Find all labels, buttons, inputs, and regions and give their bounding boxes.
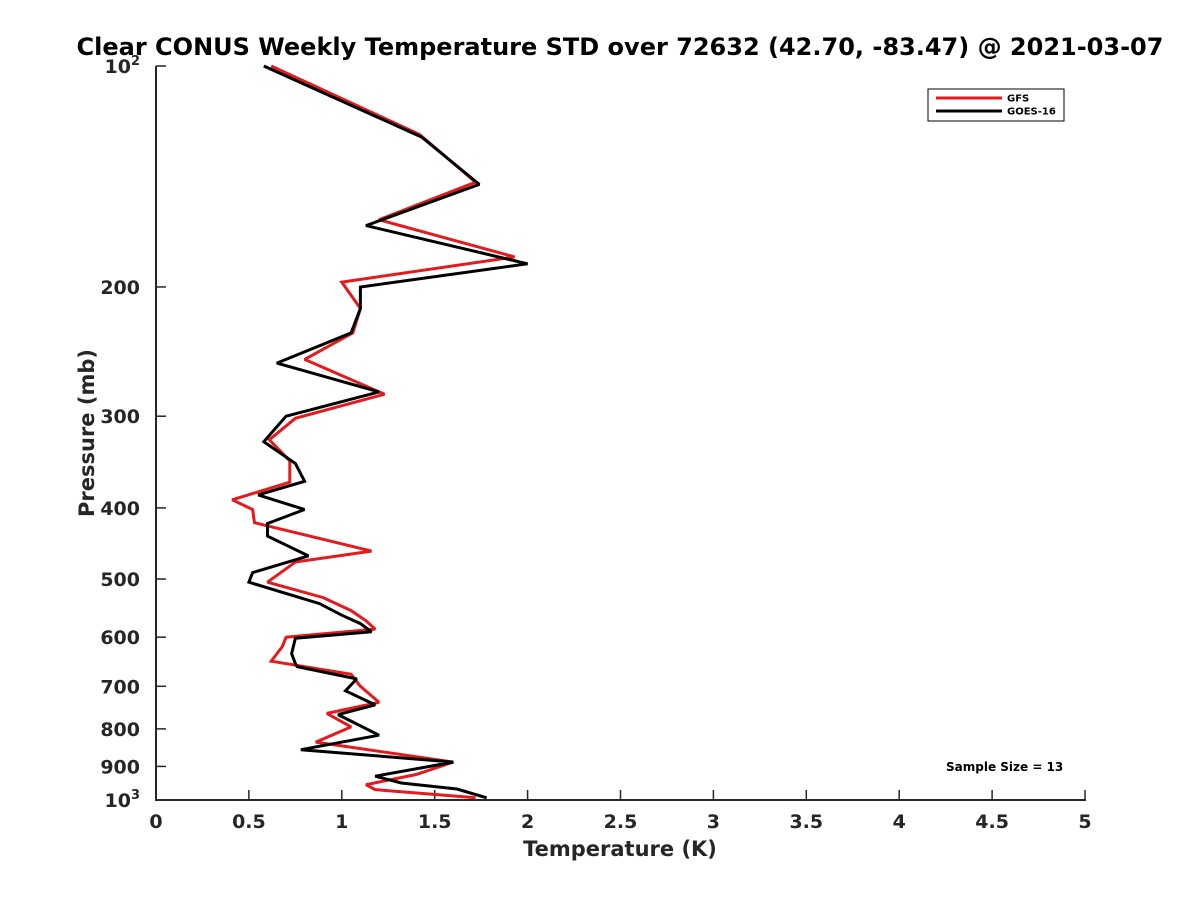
y-tick-label: 300 (100, 406, 140, 428)
legend-label-gfs: GFS (1007, 94, 1029, 105)
legend: GFS GOES-16 (927, 88, 1065, 122)
sample-size-annotation: Sample Size = 13 (946, 760, 1063, 774)
plot-area (156, 66, 1085, 799)
x-tick-label: 3.5 (789, 811, 823, 833)
y-tick-label: 800 (100, 719, 140, 741)
x-tick-label: 3 (707, 811, 720, 833)
y-tick-label: 500 (100, 569, 140, 591)
y-tick-label-base: 10 (105, 56, 131, 78)
series-lines (231, 64, 528, 800)
x-tick-label: 0.5 (232, 811, 266, 833)
x-tick-label: 2 (521, 811, 534, 833)
x-axis-label: Temperature (K) (523, 837, 717, 861)
y-tick-label: 103 (105, 788, 141, 812)
y-tick-label: 700 (100, 676, 140, 698)
y-tick-label: 200 (100, 277, 140, 299)
y-tick-label-exponent: 2 (131, 54, 140, 69)
y-tick-label-exponent: 3 (131, 788, 140, 803)
y-tick-label: 600 (100, 627, 140, 649)
legend-box (927, 88, 1065, 122)
x-axis-ticks: 0 0.5 1 1.5 2 2.5 3 3.5 4 4.5 5 (149, 790, 1092, 833)
legend-label-goes16: GOES-16 (1007, 107, 1056, 118)
chart-title: Clear CONUS Weekly Temperature STD over … (77, 33, 1164, 61)
series-line-goes16 (246, 64, 528, 800)
x-tick-label: 1 (335, 811, 348, 833)
y-tick-label-base: 10 (105, 790, 131, 812)
y-tick-label: 900 (100, 756, 140, 778)
x-tick-label: 5 (1078, 811, 1091, 833)
y-tick-label: 102 (105, 54, 141, 78)
y-axis-label: Pressure (mb) (75, 349, 99, 517)
x-tick-label: 4 (893, 811, 906, 833)
x-tick-label: 0 (149, 811, 162, 833)
x-tick-label: 4.5 (975, 811, 1009, 833)
x-tick-label: 1.5 (418, 811, 452, 833)
x-tick-label: 2.5 (604, 811, 638, 833)
y-tick-label: 400 (100, 498, 140, 520)
